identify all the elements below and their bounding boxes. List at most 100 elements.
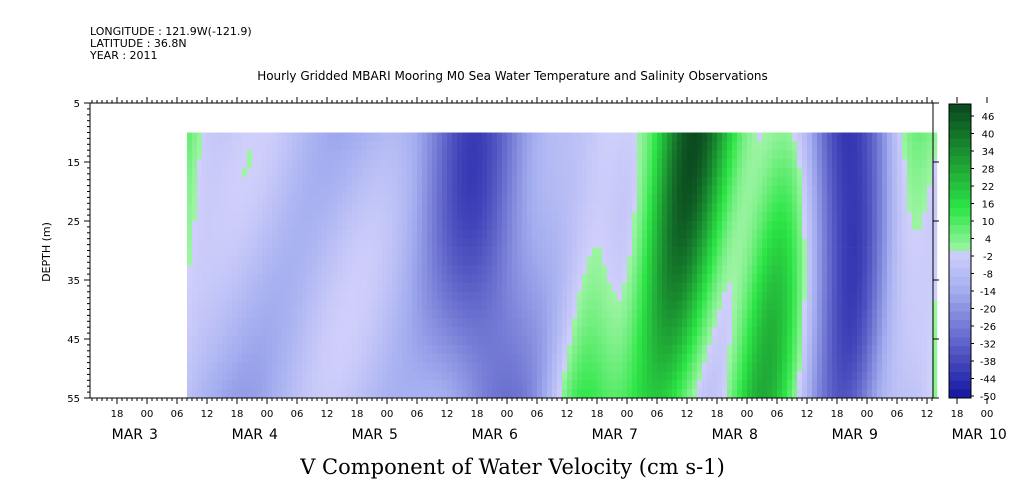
- heatmap-cell: [447, 371, 453, 381]
- heatmap-cell: [572, 141, 578, 151]
- heatmap-cell: [692, 212, 698, 222]
- heatmap-cell: [567, 221, 573, 231]
- heatmap-cell: [502, 221, 508, 231]
- heatmap-cell: [517, 229, 523, 240]
- heatmap-cell: [602, 336, 608, 346]
- heatmap-cell: [872, 167, 878, 178]
- heatmap-cell: [232, 203, 238, 213]
- heatmap-cell: [407, 194, 413, 204]
- heatmap-cell: [227, 141, 233, 151]
- heatmap-cell: [307, 265, 313, 275]
- heatmap-cell: [512, 159, 518, 169]
- heatmap-cell: [617, 229, 623, 240]
- heatmap-cell: [702, 265, 708, 275]
- heatmap-cell: [852, 282, 858, 293]
- heatmap-cell: [402, 176, 408, 187]
- heatmap-cell: [842, 336, 848, 346]
- heatmap-cell: [277, 344, 283, 355]
- heatmap-cell: [657, 141, 663, 151]
- heatmap-cell: [657, 159, 663, 169]
- heatmap-cell: [912, 265, 918, 275]
- heatmap-cell: [482, 282, 488, 293]
- heatmap-cell: [682, 229, 688, 240]
- heatmap-cell: [427, 159, 433, 169]
- heatmap-cell: [617, 327, 623, 337]
- heatmap-cell: [787, 150, 793, 160]
- heatmap-cell: [797, 380, 803, 390]
- heatmap-cell: [522, 362, 528, 372]
- heatmap-cell: [312, 194, 318, 204]
- heatmap-cell: [667, 212, 673, 222]
- heatmap-cell: [887, 274, 893, 284]
- heatmap-cell: [457, 344, 463, 355]
- heatmap-cell: [212, 309, 218, 319]
- heatmap-cell: [837, 291, 843, 301]
- heatmap-cell: [437, 256, 443, 266]
- heatmap-cell: [417, 238, 423, 248]
- heatmap-cell: [857, 167, 863, 178]
- heatmap-cell: [852, 353, 858, 364]
- heatmap-cell: [922, 344, 928, 355]
- heatmap-cell: [652, 194, 658, 204]
- heatmap-cell: [492, 327, 498, 337]
- heatmap-cell: [677, 327, 683, 337]
- heatmap-cell: [527, 150, 533, 160]
- heatmap-cell: [612, 229, 618, 240]
- heatmap-cell: [227, 212, 233, 222]
- heatmap-cell: [417, 336, 423, 346]
- heatmap-cell: [457, 194, 463, 204]
- x-tick-label: 18: [111, 409, 124, 420]
- heatmap-cell: [407, 327, 413, 337]
- heatmap-cell: [402, 203, 408, 213]
- heatmap-cell: [802, 221, 808, 231]
- heatmap-cell: [282, 212, 288, 222]
- heatmap-cell: [247, 194, 253, 204]
- heatmap-cell: [697, 212, 703, 222]
- heatmap-cell: [597, 132, 603, 142]
- heatmap-cell: [452, 274, 458, 284]
- heatmap-cell: [237, 132, 243, 142]
- heatmap-cell: [762, 229, 768, 240]
- heatmap-cell: [407, 150, 413, 160]
- heatmap-cell: [797, 159, 803, 169]
- heatmap-cell: [487, 185, 493, 195]
- heatmap-cell: [207, 282, 213, 293]
- heatmap-cell: [562, 336, 568, 346]
- heatmap-cell: [277, 194, 283, 204]
- heatmap-cell: [317, 176, 323, 187]
- heatmap-cell: [477, 167, 483, 178]
- heatmap-cell: [612, 194, 618, 204]
- heatmap-cell: [692, 309, 698, 319]
- heatmap-cell: [437, 212, 443, 222]
- heatmap-cell: [477, 194, 483, 204]
- heatmap-cell: [862, 291, 868, 301]
- heatmap-cell: [327, 150, 333, 160]
- heatmap-cell: [317, 159, 323, 169]
- heatmap-cell: [912, 141, 918, 151]
- heatmap-cell: [347, 327, 353, 337]
- heatmap-cell: [757, 185, 763, 195]
- heatmap-cell: [797, 132, 803, 142]
- heatmap-cell: [647, 159, 653, 169]
- heatmap-cell: [732, 150, 738, 160]
- heatmap-cell: [872, 132, 878, 142]
- heatmap-cell: [372, 300, 378, 310]
- heatmap-cell: [457, 274, 463, 284]
- heatmap-cell: [537, 141, 543, 151]
- heatmap-cell: [292, 318, 298, 328]
- heatmap-cell: [762, 291, 768, 301]
- heatmap-cell: [537, 229, 543, 240]
- heatmap-cell: [457, 221, 463, 231]
- heatmap-cell: [557, 274, 563, 284]
- heatmap-cell: [902, 238, 908, 248]
- heatmap-cell: [887, 265, 893, 275]
- heatmap-cell: [257, 221, 263, 231]
- heatmap-cell: [647, 247, 653, 257]
- heatmap-cell: [402, 274, 408, 284]
- heatmap-cell: [217, 247, 223, 257]
- heatmap-cell: [307, 247, 313, 257]
- heatmap-cell: [607, 167, 613, 178]
- heatmap-cell: [327, 256, 333, 266]
- heatmap-cell: [767, 203, 773, 213]
- heatmap-cell: [577, 265, 583, 275]
